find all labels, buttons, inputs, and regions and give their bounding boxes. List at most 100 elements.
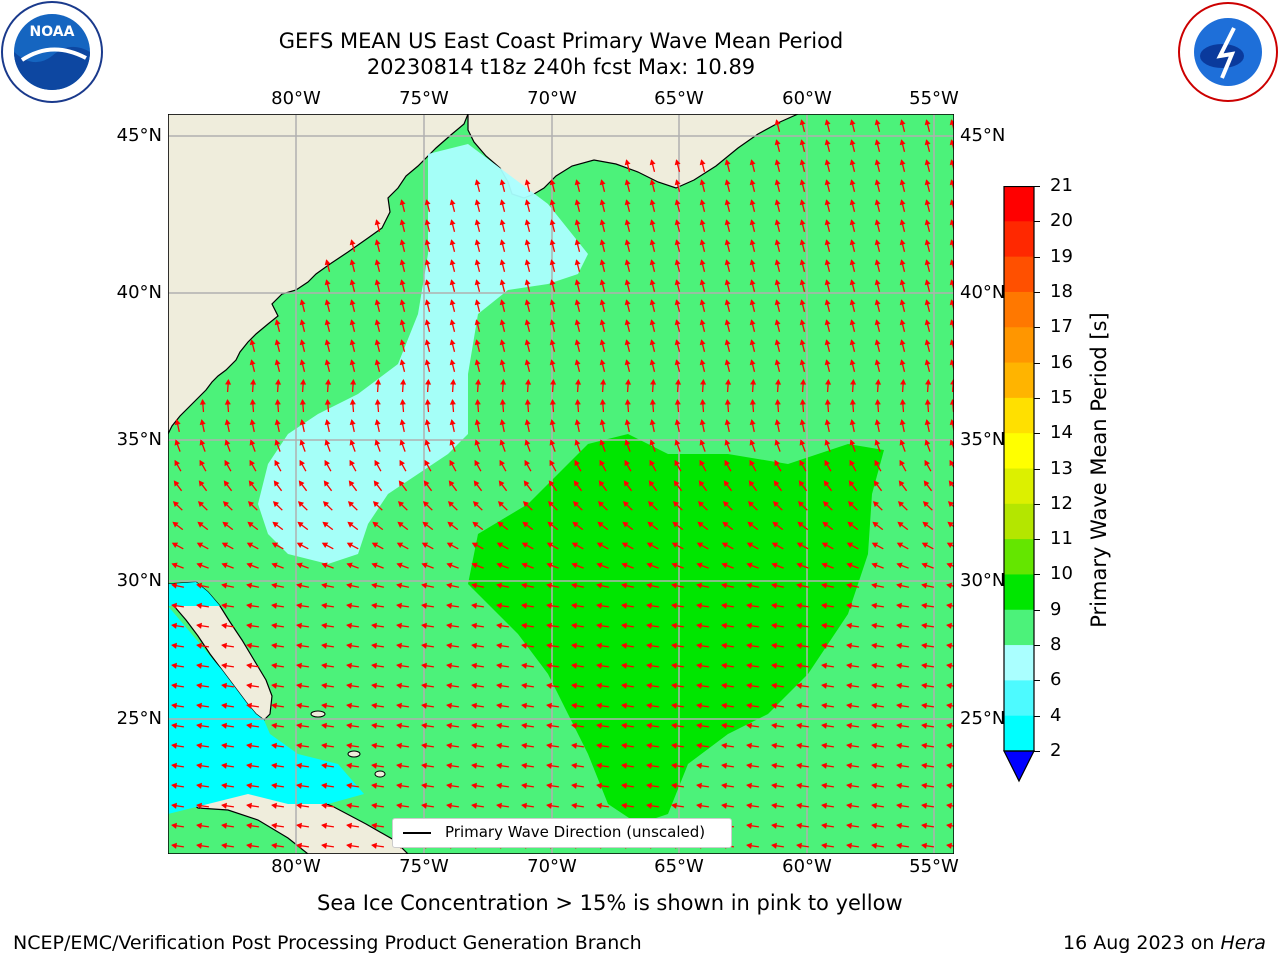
- wave-arrow: [699, 439, 706, 452]
- wave-arrow: [824, 359, 831, 372]
- wave-arrow: [446, 642, 459, 649]
- wave-arrow: [799, 159, 806, 172]
- wave-arrow: [246, 622, 259, 629]
- wave-arrow: [774, 159, 781, 172]
- wave-arrow: [774, 319, 781, 332]
- wave-arrow: [874, 439, 881, 452]
- wave-arrow: [499, 439, 506, 452]
- wave-arrow: [221, 742, 234, 749]
- wave-arrow: [299, 319, 306, 332]
- wave-arrow: [546, 562, 559, 569]
- wave-arrow: [349, 279, 356, 292]
- wave-arrow: [899, 459, 907, 472]
- wave-arrow: [296, 742, 309, 749]
- wave-arrow: [374, 419, 381, 433]
- wave-arrow: [271, 642, 284, 649]
- wave-arrow: [521, 762, 534, 769]
- wave-arrow: [271, 542, 284, 550]
- wave-arrow: [324, 459, 332, 472]
- colorbar-tick-label: 9: [1050, 598, 1062, 620]
- wave-arrow: [246, 582, 260, 589]
- longitude-label: 80°W: [271, 856, 321, 877]
- wave-arrow: [849, 339, 856, 352]
- wave-arrow: [171, 742, 184, 749]
- latitude-labels-left: 45°N 40°N 35°N 30°N 25°N: [100, 114, 166, 854]
- wave-arrow: [724, 459, 732, 472]
- wave-arrow: [274, 459, 282, 472]
- wave-arrow: [749, 179, 756, 192]
- wave-arrow: [846, 602, 859, 609]
- wave-arrow: [324, 259, 331, 272]
- colorbar-segment: [1004, 186, 1034, 222]
- wave-arrow: [699, 199, 706, 212]
- wave-arrow: [871, 722, 884, 729]
- wave-arrow: [549, 279, 556, 292]
- wave-arrow: [899, 319, 906, 332]
- wave-arrow: [874, 199, 881, 212]
- wave-arrow: [574, 359, 581, 372]
- wave-arrow: [324, 359, 331, 372]
- wave-arrow: [221, 562, 234, 569]
- wave-arrow: [798, 480, 808, 492]
- wave-arrow: [449, 299, 456, 312]
- latitude-label: 35°N: [116, 429, 162, 450]
- colorbar-tick-mark: [1034, 291, 1040, 293]
- wave-arrow: [696, 602, 709, 609]
- wave-arrow: [796, 622, 809, 629]
- wave-arrow: [271, 762, 284, 769]
- wave-arrow: [249, 339, 256, 352]
- wave-arrow: [574, 219, 581, 232]
- wave-arrow: [446, 622, 459, 629]
- wave-arrow: [474, 219, 481, 232]
- wave-arrow: [171, 842, 184, 849]
- wave-arrow: [296, 562, 309, 569]
- wave-arrow: [575, 378, 582, 393]
- wave-arrow: [924, 159, 931, 172]
- wave-arrow: [574, 199, 581, 212]
- wave-arrow: [799, 259, 806, 272]
- wave-arrow: [421, 722, 434, 729]
- wave-arrow: [271, 782, 284, 789]
- wave-arrow: [796, 822, 809, 829]
- wave-arrow: [421, 542, 434, 550]
- wave-arrow: [849, 219, 856, 232]
- wave-arrow: [749, 279, 756, 292]
- wave-arrow: [549, 439, 556, 452]
- wave-arrow: [671, 642, 684, 649]
- wave-arrow: [621, 542, 634, 550]
- wave-arrow: [898, 480, 908, 492]
- wave-arrow: [574, 299, 581, 312]
- wave-arrow: [799, 459, 807, 472]
- wave-arrow: [571, 562, 584, 569]
- wave-arrow: [349, 319, 356, 332]
- wave-arrow: [771, 642, 784, 649]
- wave-arrow: [600, 378, 607, 393]
- wave-arrow: [624, 279, 631, 292]
- wave-arrow: [246, 702, 259, 709]
- wave-arrow: [321, 582, 335, 589]
- wave-arrow: [849, 419, 856, 433]
- wave-arrow: [425, 378, 432, 393]
- wave-arrow: [799, 299, 806, 312]
- wave-arrow: [649, 419, 656, 433]
- wave-arrow: [674, 239, 681, 252]
- wave-arrow: [496, 722, 509, 729]
- wave-arrow: [696, 802, 709, 809]
- wave-arrow: [822, 521, 834, 531]
- wave-arrow: [546, 762, 559, 769]
- wave-arrow: [797, 501, 808, 511]
- wave-arrow: [399, 359, 406, 372]
- wave-arrow: [374, 439, 381, 452]
- wave-arrow: [721, 662, 734, 669]
- wave-arrow: [246, 842, 259, 849]
- wave-arrow: [474, 239, 481, 252]
- wave-arrow: [396, 702, 409, 709]
- machine-name: Hera: [1220, 932, 1266, 954]
- wave-arrow: [397, 521, 409, 531]
- wave-arrow: [596, 582, 610, 589]
- wave-arrow: [224, 459, 232, 472]
- wave-arrow: [446, 582, 460, 589]
- wave-arrow: [571, 542, 584, 550]
- colorbar: [1000, 185, 1040, 786]
- wave-arrow: [348, 480, 358, 492]
